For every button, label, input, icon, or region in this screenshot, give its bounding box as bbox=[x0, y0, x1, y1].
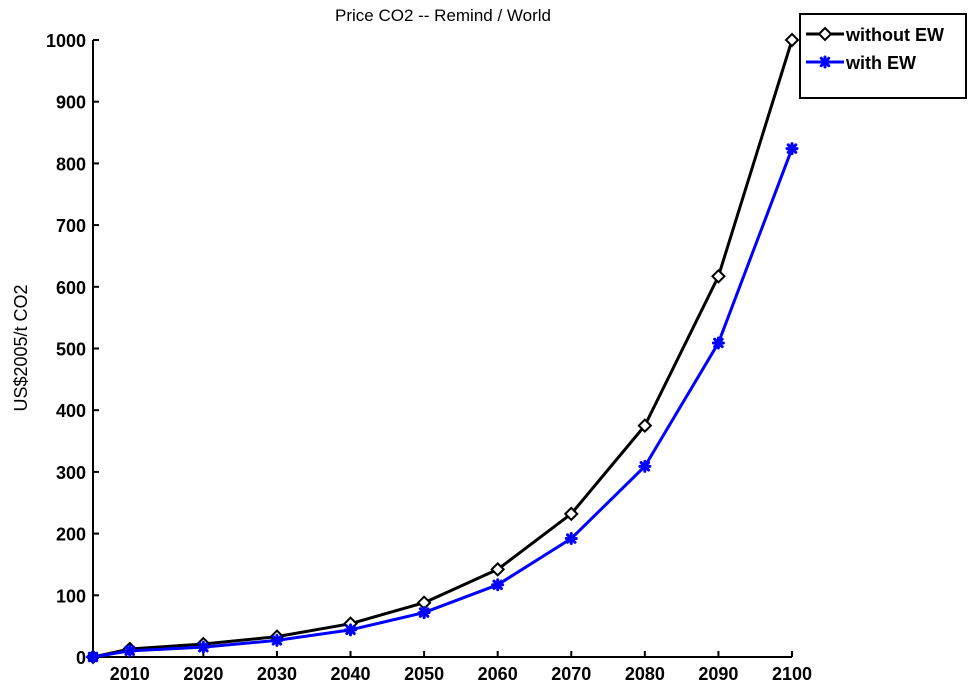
y-tick-label: 600 bbox=[56, 278, 86, 298]
star-marker bbox=[638, 459, 652, 473]
chart-title: Price CO2 -- Remind / World bbox=[335, 6, 551, 25]
x-tick-label: 2040 bbox=[331, 664, 371, 684]
y-tick-label: 300 bbox=[56, 463, 86, 483]
star-marker bbox=[344, 623, 358, 637]
diamond-marker bbox=[784, 32, 800, 48]
star-marker bbox=[711, 336, 725, 350]
series-with-ew bbox=[86, 142, 799, 664]
star-marker bbox=[564, 532, 578, 546]
diamond-marker bbox=[563, 506, 579, 522]
series-line bbox=[92, 39, 794, 659]
x-tick-label: 2020 bbox=[183, 664, 223, 684]
star-marker bbox=[123, 644, 137, 658]
y-tick-label: 400 bbox=[56, 401, 86, 421]
legend-box bbox=[799, 13, 967, 99]
diamond-marker bbox=[490, 561, 506, 577]
y-tick-label: 1000 bbox=[46, 31, 86, 51]
x-tick-label: 2080 bbox=[625, 664, 665, 684]
x-tick-label: 2060 bbox=[478, 664, 518, 684]
y-tick-label: 0 bbox=[76, 648, 86, 668]
y-tick-label: 500 bbox=[56, 340, 86, 360]
legend-entry-with-ew: with EW bbox=[806, 53, 916, 73]
x-tick-label: 2090 bbox=[698, 664, 738, 684]
x-tick-label: 2070 bbox=[551, 664, 591, 684]
axes: 0 100 200 300 400 500 600 700 800 900 1000 2010 2020… bbox=[46, 31, 812, 684]
star-marker bbox=[196, 640, 210, 654]
legend-label: with EW bbox=[845, 53, 916, 73]
plot-area bbox=[85, 32, 800, 665]
y-tick-label: 100 bbox=[56, 586, 86, 606]
star-marker bbox=[491, 578, 505, 592]
y-axis-label: US$2005/t CO2 bbox=[11, 284, 31, 411]
diamond-marker bbox=[817, 26, 833, 42]
x-tick-label: 2050 bbox=[404, 664, 444, 684]
star-marker bbox=[785, 142, 799, 156]
y-tick-label: 900 bbox=[56, 93, 86, 113]
series-line bbox=[92, 148, 794, 659]
series-without-ew bbox=[85, 32, 800, 665]
y-tick-label: 700 bbox=[56, 216, 86, 236]
y-tick-label: 200 bbox=[56, 525, 86, 545]
diamond-marker bbox=[637, 418, 653, 434]
star-marker bbox=[818, 55, 832, 69]
y-tick-label: 800 bbox=[56, 154, 86, 174]
star-marker bbox=[270, 633, 284, 647]
legend[interactable]: without EW with EW bbox=[799, 13, 967, 99]
x-tick-label: 2100 bbox=[772, 664, 812, 684]
star-marker bbox=[417, 606, 431, 620]
diamond-marker bbox=[711, 268, 726, 284]
legend-label: without EW bbox=[845, 25, 944, 45]
x-tick-label: 2010 bbox=[110, 664, 150, 684]
star-marker bbox=[86, 650, 100, 664]
x-tick-label: 2030 bbox=[257, 664, 297, 684]
legend-entry-without-ew: without EW bbox=[806, 25, 944, 45]
